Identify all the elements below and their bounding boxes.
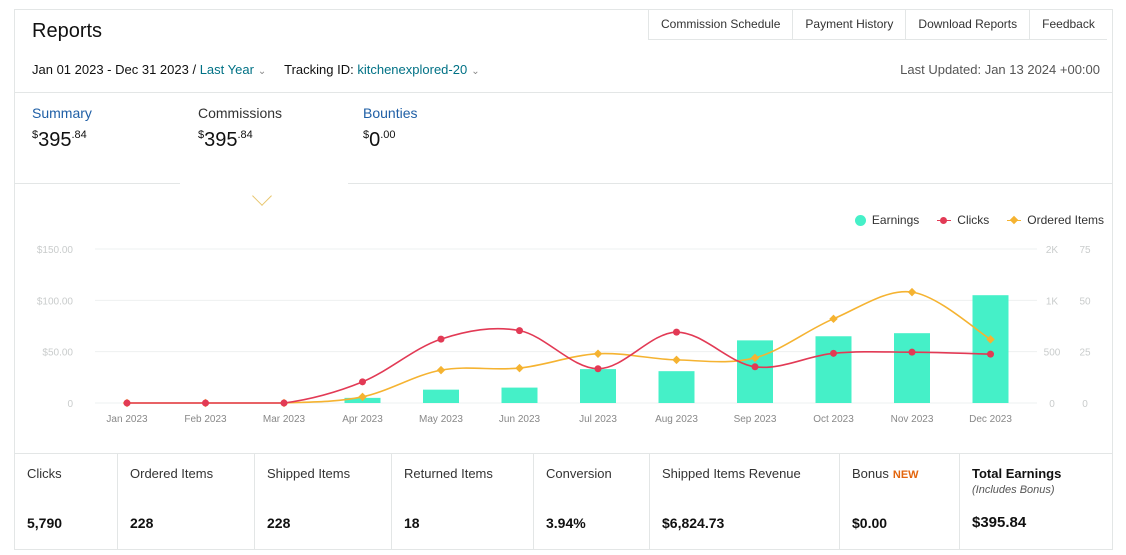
y-tick-label: $50.00 <box>42 348 73 359</box>
clicks-point <box>830 349 837 357</box>
last-updated: Last Updated: Jan 13 2024 +00:00 <box>900 62 1100 77</box>
clicks-point <box>516 327 523 335</box>
clicks-point <box>359 378 366 386</box>
ordered-items-point <box>986 335 995 344</box>
x-tick-label: Aug 2023 <box>655 414 698 425</box>
legend-clicks[interactable]: Clicks <box>937 213 989 227</box>
x-tick-label: Jun 2023 <box>499 414 541 425</box>
filter-bar: Jan 01 2023 - Dec 31 2023 / Last Year ⌄ T… <box>32 62 480 77</box>
legend-ordered-items[interactable]: Ordered Items <box>1007 213 1104 227</box>
y2-tick-label: 1K <box>1046 296 1059 307</box>
bounties-amount: $0.00 <box>363 129 396 151</box>
clicks-point <box>594 365 602 373</box>
tab-download-reports[interactable]: Download Reports <box>906 10 1031 39</box>
x-tick-label: Dec 2023 <box>969 414 1012 425</box>
new-badge: NEW <box>892 469 919 481</box>
ordered-items-line <box>127 290 991 404</box>
summary-label: Summary <box>32 105 92 121</box>
tab-feedback[interactable]: Feedback <box>1042 17 1095 31</box>
x-tick-label: Mar 2023 <box>263 414 306 425</box>
y3-tick-label: 50 <box>1079 296 1091 307</box>
earnings-bar <box>658 371 695 403</box>
metric-conversion: Conversion 3.94% <box>534 454 650 549</box>
tab-commission-schedule[interactable]: Commission Schedule <box>649 10 794 39</box>
date-range-text: Jan 01 2023 - Dec 31 2023 / <box>32 62 197 77</box>
y3-tick-label: 0 <box>1082 399 1088 410</box>
ordered-items-point <box>672 355 681 365</box>
earnings-bar <box>972 295 1009 403</box>
metric-shipped-items: Shipped Items 228 <box>255 454 392 549</box>
metric-ordered-items: Ordered Items 228 <box>118 454 255 549</box>
y3-tick-label: 75 <box>1079 245 1091 256</box>
clicks-point <box>908 348 916 356</box>
reports-panel: Reports Commission Schedule Payment Hist… <box>14 9 1113 550</box>
commissions-amount: $395.84 <box>198 129 253 151</box>
y-tick-label: $100.00 <box>37 296 74 307</box>
commissions-tab[interactable]: Commissions $395.84 <box>198 105 282 152</box>
bounties-label: Bounties <box>363 105 418 121</box>
top-tabs: Commission Schedule Payment History Down… <box>648 10 1107 40</box>
metric-clicks: Clicks 5,790 <box>15 454 118 549</box>
page-title: Reports <box>32 20 103 42</box>
x-tick-label: Jan 2023 <box>106 414 148 425</box>
summary-tab[interactable]: Summary $395.84 <box>32 105 92 152</box>
clicks-point <box>673 328 680 336</box>
metric-shipped-revenue: Shipped Items Revenue $6,824.73 <box>650 454 840 549</box>
x-tick-label: May 2023 <box>419 414 463 425</box>
ordered-items-point <box>829 314 838 324</box>
x-tick-label: Nov 2023 <box>891 414 934 425</box>
period-dropdown[interactable]: Last Year ⌄ <box>199 62 267 77</box>
chevron-down-icon: ⌄ <box>257 66 267 77</box>
y2-tick-label: 500 <box>1044 348 1061 359</box>
metrics-row: Clicks 5,790 Ordered Items 228 Shipped Ite… <box>15 453 1112 549</box>
clicks-point <box>437 335 445 343</box>
earnings-bar <box>815 336 852 403</box>
y2-tick-label: 0 <box>1049 399 1055 410</box>
ordered-items-point <box>907 287 917 297</box>
y-tick-label: $150.00 <box>37 245 74 256</box>
earnings-bar <box>501 387 538 403</box>
summary-amount: $395.84 <box>32 129 87 151</box>
chevron-down-icon: ⌄ <box>471 66 480 77</box>
clicks-point <box>751 363 759 371</box>
metric-returned-items: Returned Items 18 <box>392 454 534 549</box>
tab-payment-history[interactable]: Payment History <box>793 10 907 39</box>
ordered-items-point <box>750 353 760 363</box>
y-tick-label: 0 <box>67 399 73 410</box>
x-tick-label: Oct 2023 <box>813 414 854 425</box>
x-tick-label: Apr 2023 <box>342 414 383 425</box>
y2-tick-label: 2K <box>1046 245 1059 256</box>
ordered-items-point <box>515 363 524 373</box>
earnings-chart: 0 $50.00 $100.00 $150.00 0 500 1K 2K 0 25 50 75 Jan … <box>37 245 1091 425</box>
y3-tick-label: 25 <box>1079 348 1091 359</box>
summary-row: Summary $395.84 Commissions $395.84 Boun… <box>15 92 1112 206</box>
metric-bonus: Bonus NEW $0.00 <box>840 454 960 549</box>
clicks-point <box>202 399 209 407</box>
clicks-point <box>123 399 131 407</box>
clicks-line <box>127 327 991 404</box>
ordered-items-point <box>436 365 446 375</box>
x-tick-label: Jul 2023 <box>579 414 617 425</box>
earnings-bar <box>580 369 616 403</box>
x-tick-label: Feb 2023 <box>184 414 227 425</box>
legend-earnings[interactable]: Earnings <box>854 213 919 227</box>
tracking-label: Tracking ID: <box>284 62 354 77</box>
bounties-tab[interactable]: Bounties $0.00 <box>363 105 417 152</box>
commissions-label: Commissions <box>198 105 283 121</box>
x-tick-label: Sep 2023 <box>734 414 777 425</box>
tracking-id-dropdown[interactable]: kitchenexplored-20 ⌄ <box>357 62 480 77</box>
chart-legend: Earnings Clicks Ordered Items <box>854 213 1104 227</box>
ordered-items-point <box>358 392 367 402</box>
metric-total-earnings: Total Earnings (Includes Bonus) $395.84 <box>972 466 1062 531</box>
clicks-point <box>280 399 288 407</box>
earnings-bar <box>737 340 773 403</box>
ordered-items-point <box>593 349 603 358</box>
circle-icon <box>854 214 866 226</box>
earnings-bar <box>423 389 459 403</box>
earnings-bar <box>894 333 930 403</box>
clicks-point <box>987 350 994 358</box>
